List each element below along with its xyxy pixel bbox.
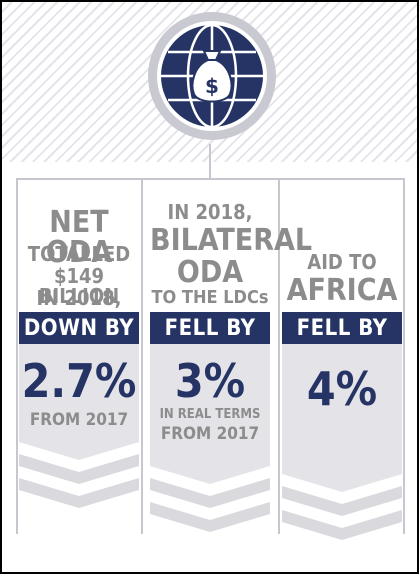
badge: DOWN BY: [19, 312, 139, 344]
chevron-arrow: [19, 344, 139, 508]
money-bag-icon: $: [191, 50, 233, 103]
column-divider: [278, 178, 280, 534]
stat-value: 2.7%: [21, 354, 137, 408]
column-divider: [403, 178, 405, 534]
headline-line: $149 BILLION: [38, 264, 120, 308]
headline-line: ODA: [176, 255, 244, 290]
badge: FELL BY: [282, 312, 402, 344]
stat-column-aid-to-africa: AID TO AFRICA FELL BY 4%: [282, 180, 402, 550]
connector-bar: [16, 178, 403, 180]
chevron-arrow: [150, 344, 270, 532]
stat-note: FROM 2017: [29, 410, 129, 430]
headline-line: NET ODA: [45, 205, 113, 270]
headline-line: BILATERAL: [150, 223, 313, 258]
svg-text:$: $: [205, 74, 219, 98]
connector-stem: [209, 144, 211, 178]
stat-column-net-oda: NET ODA TOTALLED $149 BILLION IN 2018, D…: [19, 180, 139, 550]
headline-line: AID TO: [307, 250, 377, 274]
column-divider: [141, 178, 143, 534]
headline-line: TOTALLED: [27, 242, 131, 266]
stat-value: 3%: [174, 354, 246, 408]
stat-value: 4%: [306, 362, 378, 416]
globe-money-bag-icon: $: [146, 10, 278, 142]
stat-note: FROM 2017: [160, 424, 260, 444]
badge: FELL BY: [150, 312, 270, 344]
headline-line: AFRICA: [286, 273, 398, 308]
stat-note: IN REAL TERMS: [159, 407, 261, 422]
headline-line: IN 2018,: [167, 200, 253, 224]
chevron-arrow: [282, 344, 402, 540]
column-divider: [16, 178, 18, 534]
headline-line: IN 2018,: [36, 286, 122, 310]
stat-column-bilateral-oda: IN 2018, BILATERAL ODA TO THE LDCs FELL …: [150, 180, 313, 550]
headline-line: TO THE LDCs: [151, 287, 269, 308]
